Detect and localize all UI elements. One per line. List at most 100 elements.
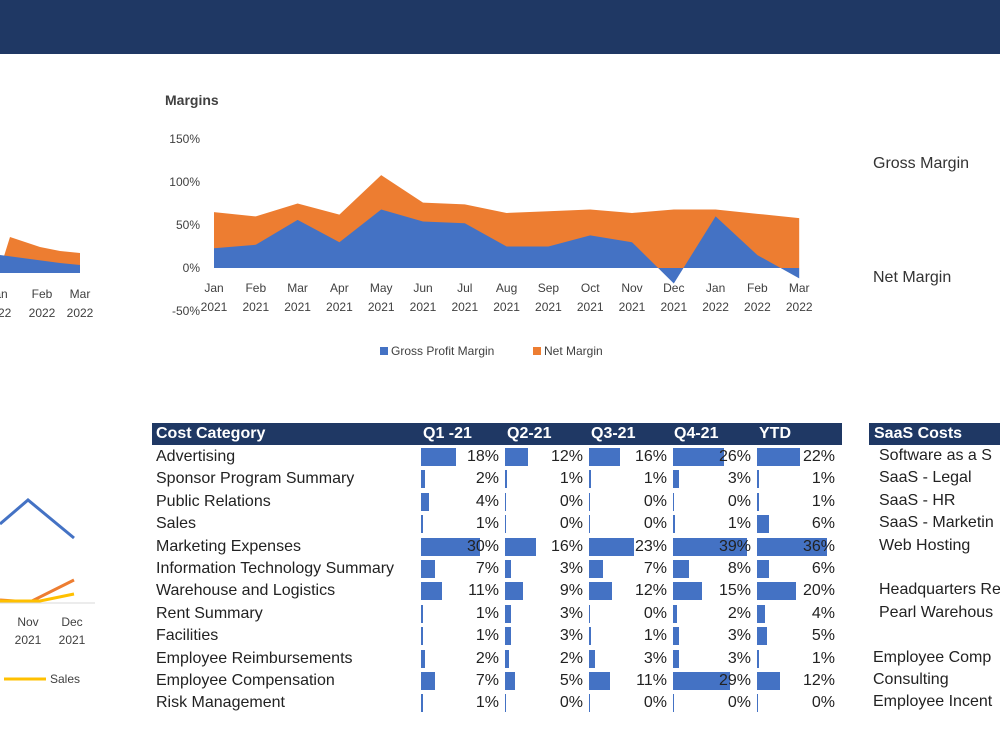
value-cell: 7% xyxy=(421,672,503,690)
cost-category-label: Rent Summary xyxy=(156,604,263,622)
partial-line-orange xyxy=(0,578,75,604)
value-cell: 0% xyxy=(589,694,671,713)
legend-label-sales: Sales xyxy=(50,672,80,686)
value-cell: 4% xyxy=(757,604,839,623)
data-bar xyxy=(673,560,689,578)
value-cell: 7% xyxy=(421,560,503,578)
value-cell: 20% xyxy=(757,582,839,601)
table-row: Sales 1% 0% 0% 1% 6% xyxy=(152,513,842,535)
percent-value: 1% xyxy=(475,627,499,645)
percent-value: 3% xyxy=(727,649,751,667)
x-tick-year: 2021 xyxy=(577,300,604,314)
value-cell: 12% xyxy=(505,448,587,466)
data-bar xyxy=(589,560,603,578)
x-tick-year: 2021 xyxy=(451,300,478,314)
data-bar xyxy=(505,627,511,646)
x-tick-month: Jun xyxy=(413,281,432,295)
gross-profit-margin-area xyxy=(214,209,800,284)
saas-cost-item: Software as a S xyxy=(879,447,992,464)
percent-value: 12% xyxy=(550,448,583,465)
percent-value: 18% xyxy=(466,448,499,465)
partial-x-tick-month: Dec xyxy=(61,615,82,629)
saas-cost-item: Employee Incent xyxy=(873,693,993,711)
x-tick-year: 2021 xyxy=(410,300,437,314)
partial-gross-area xyxy=(0,255,80,273)
percent-value: 1% xyxy=(559,470,583,488)
table-row: Marketing Expenses 30% 16% 23% 39% 36% xyxy=(152,536,842,558)
saas-cost-item: SaaS - HR xyxy=(879,491,956,509)
value-cell: 11% xyxy=(421,582,503,601)
data-bar xyxy=(421,492,429,511)
partial-line-blue xyxy=(0,498,75,540)
table-row: Risk Management 1% 0% 0% 0% 0% xyxy=(152,692,842,714)
value-cell: 3% xyxy=(589,649,671,668)
cost-category-label: Employee Compensation xyxy=(156,672,335,689)
percent-value: 1% xyxy=(811,492,835,510)
percent-value: 1% xyxy=(475,694,499,712)
percent-value: 1% xyxy=(727,515,751,533)
data-bar xyxy=(673,604,677,623)
value-cell: 0% xyxy=(505,515,587,534)
percent-value: 0% xyxy=(559,515,583,533)
value-cell: 6% xyxy=(757,560,839,578)
header-banner xyxy=(0,0,1000,54)
value-cell: 2% xyxy=(505,649,587,668)
table-row: Employee Reimbursements 2% 2% 3% 3% 1% xyxy=(152,648,842,670)
data-bar xyxy=(505,672,515,690)
data-bar xyxy=(673,470,679,489)
value-cell: 3% xyxy=(505,627,587,646)
x-tick-month: Feb xyxy=(747,281,768,295)
data-bar xyxy=(421,537,480,556)
percent-value: 29% xyxy=(718,672,751,689)
data-bar xyxy=(589,537,634,556)
legend-swatch xyxy=(533,347,541,355)
column-header: Q2-21 xyxy=(507,425,552,442)
partial-x-tick-month: Feb xyxy=(32,287,53,301)
cost-category-label: Advertising xyxy=(156,448,236,465)
x-tick-month: Mar xyxy=(789,281,810,295)
value-cell: 3% xyxy=(673,627,755,646)
partial-x-tick-year: 2022 xyxy=(29,306,56,320)
y-tick-label: 50% xyxy=(176,218,200,232)
saas-cost-item: Headquarters Re xyxy=(879,581,1000,599)
data-bar xyxy=(673,515,675,534)
data-bar xyxy=(505,537,537,556)
legend-swatch xyxy=(380,347,388,355)
value-cell: 1% xyxy=(589,627,671,646)
cost-category-label: Sales xyxy=(156,515,197,533)
value-cell: 36% xyxy=(757,537,839,556)
x-tick-month: Dec xyxy=(663,281,684,295)
value-cell: 1% xyxy=(757,649,839,668)
saas-costs-header: SaaS Costs xyxy=(869,423,1000,445)
value-cell: 1% xyxy=(421,627,503,646)
percent-value: 9% xyxy=(559,582,583,600)
x-tick-month: Jul xyxy=(457,281,472,295)
saas-cost-item: Employee Comp xyxy=(873,648,992,666)
value-cell: 0% xyxy=(673,492,755,511)
x-tick-year: 2021 xyxy=(535,300,562,314)
data-bar xyxy=(673,582,703,601)
partial-x-tick-month: Mar xyxy=(70,287,91,301)
table-row: Information Technology Summary 7% 3% 7% 8% 6% xyxy=(152,558,842,580)
percent-value: 4% xyxy=(811,604,835,622)
value-cell: 0% xyxy=(505,694,587,713)
x-tick-month: Oct xyxy=(581,281,600,295)
data-bar xyxy=(589,694,590,713)
data-bar xyxy=(757,537,828,556)
partial-x-tick-month: Nov xyxy=(17,615,38,629)
data-bar xyxy=(589,515,590,534)
data-bar xyxy=(505,582,523,601)
value-cell: 23% xyxy=(589,537,671,556)
x-tick-month: Apr xyxy=(330,281,349,295)
percent-value: 16% xyxy=(634,448,667,465)
cost-category-label: Marketing Expenses xyxy=(156,537,301,555)
value-cell: 8% xyxy=(673,560,755,578)
value-cell: 39% xyxy=(673,537,755,556)
data-bar xyxy=(673,448,724,466)
gross-margin-label: Gross Margin xyxy=(873,155,970,172)
value-cell: 22% xyxy=(757,448,839,466)
data-bar xyxy=(421,582,443,601)
data-bar xyxy=(673,694,674,713)
x-tick-year: 2021 xyxy=(619,300,646,314)
x-tick-year: 2021 xyxy=(660,300,687,314)
